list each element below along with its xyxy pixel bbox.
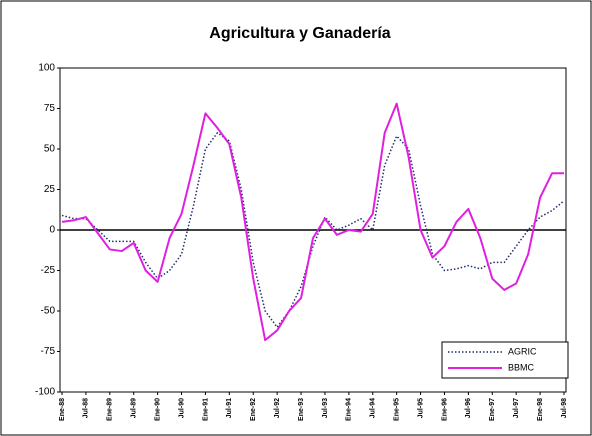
x-tick-label: Jul-95 [417,398,424,418]
legend-label: AGRIC [508,346,537,356]
x-tick-label: Jul-88 [83,398,90,418]
x-tick-label: Ene-94 [346,398,353,421]
x-tick-label: Ene-91 [202,398,209,421]
y-tick-label: -50 [41,306,56,317]
y-tick-label: 0 [49,225,55,236]
x-tick-label: Jul-91 [226,398,233,418]
x-tick-label: Ene-97 [489,398,496,421]
series-line [61,102,564,342]
y-tick-label: 100 [38,63,55,74]
chart-title: Agricultura y Ganadería [209,25,390,42]
legend-box [441,341,569,379]
y-tick-label: -75 [41,346,56,357]
y-tick-label: 75 [44,103,56,114]
x-tick-label: Ene-88 [59,398,66,421]
y-tick-label: 25 [44,184,56,195]
x-tick-label: Ene-90 [154,398,161,421]
x-tick-label: Jul-98 [561,398,568,418]
x-tick-label: Jul-92 [274,398,281,418]
x-tick-label: Jul-90 [178,398,185,418]
x-tick-label: Jul-94 [370,398,377,418]
y-tick-label: -100 [35,387,55,398]
x-tick-label: Ene-92 [250,398,257,421]
x-tick-label: Ene-95 [394,398,401,421]
x-tick-label: Jul-97 [513,398,520,418]
x-tick-label: Jul-96 [465,398,472,418]
x-tick-label: Ene-96 [441,398,448,421]
x-tick-label: Ene-93 [298,398,305,421]
legend-label: BBMC [508,362,535,372]
series-line [61,132,565,328]
x-tick-label: Jul-89 [131,398,138,418]
y-tick-label: -25 [41,265,56,276]
x-tick-label: Ene-89 [107,398,114,421]
x-tick-label: Jul-93 [322,398,329,418]
y-tick-label: 50 [44,144,56,155]
x-tick-label: Ene-98 [537,398,544,421]
